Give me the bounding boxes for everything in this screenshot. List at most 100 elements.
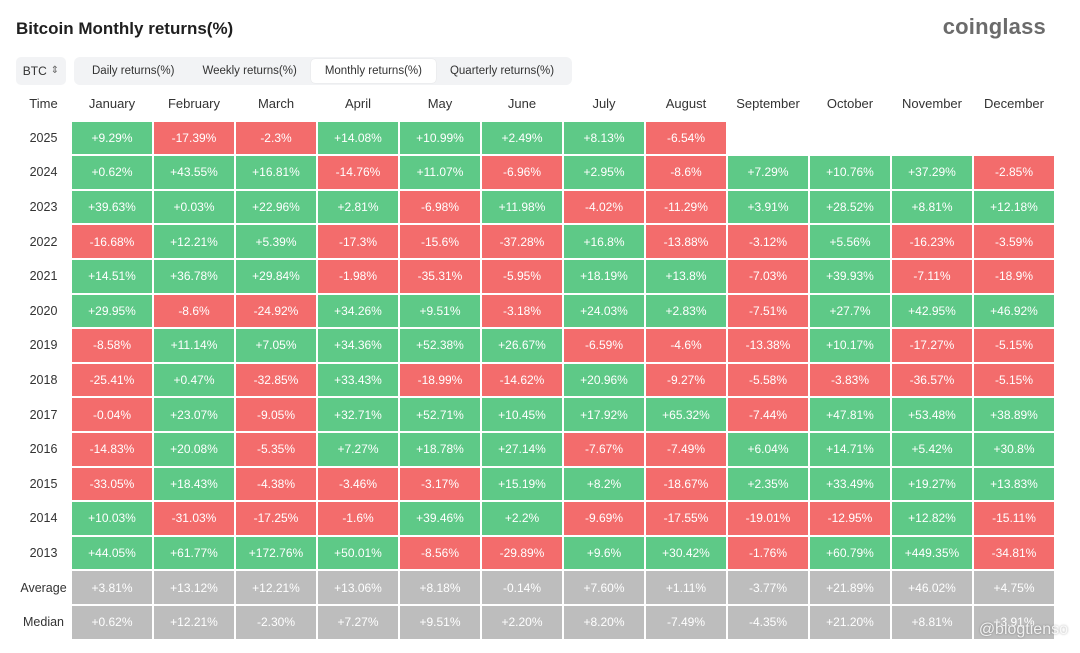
return-cell[interactable]: +5.56% bbox=[809, 224, 891, 259]
return-cell[interactable]: -16.23% bbox=[891, 224, 973, 259]
return-cell[interactable]: +34.26% bbox=[317, 293, 399, 329]
return-cell[interactable]: +18.78% bbox=[399, 431, 481, 467]
return-cell[interactable]: -8.56% bbox=[399, 535, 481, 571]
return-cell[interactable]: -5.95% bbox=[481, 258, 563, 294]
return-cell[interactable]: +10.45% bbox=[481, 397, 563, 432]
return-cell[interactable]: -11.29% bbox=[645, 189, 727, 225]
return-cell[interactable]: +2.83% bbox=[645, 293, 727, 329]
return-cell[interactable]: +61.77% bbox=[153, 535, 235, 571]
return-cell[interactable]: -0.04% bbox=[71, 397, 153, 432]
stat-cell[interactable]: +2.20% bbox=[481, 604, 563, 640]
return-cell[interactable]: -31.03% bbox=[153, 501, 235, 536]
return-cell[interactable]: +32.71% bbox=[317, 397, 399, 432]
return-cell[interactable]: +2.95% bbox=[563, 155, 645, 190]
return-cell[interactable]: +52.38% bbox=[399, 328, 481, 363]
return-cell[interactable]: -6.54% bbox=[645, 120, 727, 156]
return-cell[interactable]: +13.8% bbox=[645, 258, 727, 294]
return-cell[interactable]: +172.76% bbox=[235, 535, 317, 571]
return-cell[interactable]: -25.41% bbox=[71, 362, 153, 398]
coinglass-logo[interactable]: coinglass bbox=[942, 14, 1046, 39]
return-cell[interactable]: +3.91% bbox=[727, 189, 809, 225]
return-cell[interactable]: -16.68% bbox=[71, 224, 153, 259]
return-cell[interactable]: +36.78% bbox=[153, 258, 235, 294]
coin-select[interactable]: BTC ⇕ bbox=[16, 57, 66, 85]
return-cell[interactable]: +12.21% bbox=[153, 224, 235, 259]
return-cell[interactable]: +10.99% bbox=[399, 120, 481, 156]
return-cell[interactable]: +0.62% bbox=[71, 155, 153, 190]
return-cell[interactable]: +8.2% bbox=[563, 466, 645, 502]
return-cell[interactable]: -24.92% bbox=[235, 293, 317, 329]
return-cell[interactable]: -5.35% bbox=[235, 431, 317, 467]
stat-cell[interactable]: +8.18% bbox=[399, 570, 481, 605]
return-cell[interactable]: -37.28% bbox=[481, 224, 563, 259]
return-cell[interactable]: -7.67% bbox=[563, 431, 645, 467]
return-cell[interactable]: +9.29% bbox=[71, 120, 153, 156]
return-cell[interactable]: +449.35% bbox=[891, 535, 973, 571]
return-cell[interactable]: -29.89% bbox=[481, 535, 563, 571]
return-cell[interactable]: +33.43% bbox=[317, 362, 399, 398]
return-cell[interactable]: +12.82% bbox=[891, 501, 973, 536]
return-cell[interactable]: +2.35% bbox=[727, 466, 809, 502]
return-cell[interactable]: +14.51% bbox=[71, 258, 153, 294]
stat-cell[interactable]: +7.60% bbox=[563, 570, 645, 605]
return-cell[interactable]: -17.25% bbox=[235, 501, 317, 536]
return-cell[interactable]: +10.03% bbox=[71, 501, 153, 536]
return-cell[interactable]: +53.48% bbox=[891, 397, 973, 432]
tab-weekly-returns[interactable]: Weekly returns(%) bbox=[202, 65, 297, 77]
return-cell[interactable]: +37.29% bbox=[891, 155, 973, 190]
stat-cell[interactable]: +4.75% bbox=[973, 570, 1055, 605]
return-cell[interactable]: -3.59% bbox=[973, 224, 1055, 259]
return-cell[interactable]: -5.15% bbox=[973, 328, 1055, 363]
return-cell[interactable]: +29.95% bbox=[71, 293, 153, 329]
return-cell[interactable]: +18.43% bbox=[153, 466, 235, 502]
return-cell[interactable]: -5.15% bbox=[973, 362, 1055, 398]
stat-cell[interactable]: -4.35% bbox=[727, 604, 809, 640]
return-cell[interactable]: +7.29% bbox=[727, 155, 809, 190]
return-cell[interactable]: -18.9% bbox=[973, 258, 1055, 294]
return-cell[interactable]: +10.17% bbox=[809, 328, 891, 363]
return-cell[interactable]: +0.47% bbox=[153, 362, 235, 398]
stat-cell[interactable]: -3.77% bbox=[727, 570, 809, 605]
return-cell[interactable]: +33.49% bbox=[809, 466, 891, 502]
stat-cell[interactable]: +0.62% bbox=[71, 604, 153, 640]
return-cell[interactable]: +50.01% bbox=[317, 535, 399, 571]
return-cell[interactable]: +17.92% bbox=[563, 397, 645, 432]
return-cell[interactable]: -32.85% bbox=[235, 362, 317, 398]
return-cell[interactable]: -19.01% bbox=[727, 501, 809, 536]
tab-quarterly-returns[interactable]: Quarterly returns(%) bbox=[449, 65, 555, 77]
return-cell[interactable]: -3.18% bbox=[481, 293, 563, 329]
return-cell[interactable]: -3.46% bbox=[317, 466, 399, 502]
return-cell[interactable]: +52.71% bbox=[399, 397, 481, 432]
return-cell[interactable]: -7.03% bbox=[727, 258, 809, 294]
return-cell[interactable]: +20.96% bbox=[563, 362, 645, 398]
return-cell[interactable]: -15.6% bbox=[399, 224, 481, 259]
return-cell[interactable]: -6.96% bbox=[481, 155, 563, 190]
return-cell[interactable]: -2.3% bbox=[235, 120, 317, 156]
return-cell[interactable]: +27.14% bbox=[481, 431, 563, 467]
stat-cell[interactable]: -0.14% bbox=[481, 570, 563, 605]
stat-cell[interactable]: +13.06% bbox=[317, 570, 399, 605]
return-cell[interactable]: -9.05% bbox=[235, 397, 317, 432]
return-cell[interactable]: +22.96% bbox=[235, 189, 317, 225]
return-cell[interactable]: +23.07% bbox=[153, 397, 235, 432]
return-cell[interactable]: +11.07% bbox=[399, 155, 481, 190]
return-cell[interactable]: +27.7% bbox=[809, 293, 891, 329]
return-cell[interactable]: -2.85% bbox=[973, 155, 1055, 190]
return-cell[interactable]: +24.03% bbox=[563, 293, 645, 329]
return-cell[interactable]: -1.76% bbox=[727, 535, 809, 571]
return-cell[interactable]: +30.8% bbox=[973, 431, 1055, 467]
return-cell[interactable]: -14.62% bbox=[481, 362, 563, 398]
return-cell[interactable]: -7.51% bbox=[727, 293, 809, 329]
return-cell[interactable]: -12.95% bbox=[809, 501, 891, 536]
return-cell[interactable]: +6.04% bbox=[727, 431, 809, 467]
return-cell[interactable]: -8.6% bbox=[645, 155, 727, 190]
return-cell[interactable]: -34.81% bbox=[973, 535, 1055, 571]
return-cell[interactable]: +60.79% bbox=[809, 535, 891, 571]
return-cell[interactable]: +5.42% bbox=[891, 431, 973, 467]
stat-cell[interactable]: +12.21% bbox=[235, 570, 317, 605]
return-cell[interactable]: -15.11% bbox=[973, 501, 1055, 536]
stat-cell[interactable]: +13.12% bbox=[153, 570, 235, 605]
return-cell[interactable]: -3.83% bbox=[809, 362, 891, 398]
return-cell[interactable]: -7.44% bbox=[727, 397, 809, 432]
return-cell[interactable]: -18.99% bbox=[399, 362, 481, 398]
